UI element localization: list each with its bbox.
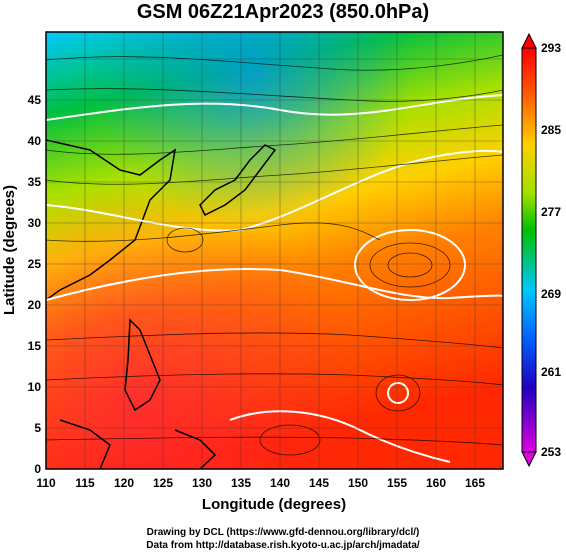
y-tick-label: 0: [34, 462, 41, 476]
x-tick-label: 110: [36, 476, 56, 490]
y-tick-label: 25: [28, 257, 42, 271]
grid-lines: [46, 32, 503, 469]
y-axis-title: Latitude (degrees): [1, 185, 18, 315]
colorbar: 293 285 277 269 261 253: [521, 32, 561, 468]
x-tick-label: 160: [426, 476, 446, 490]
y-tick-labels: 0 5 10 15 20 25 30 35 40 45: [28, 93, 42, 476]
y-tick-label: 30: [28, 216, 42, 230]
y-tick-label: 5: [34, 421, 41, 435]
colorbar-label: 253: [541, 445, 561, 459]
colorbar-label: 261: [541, 365, 561, 379]
x-tick-label: 115: [75, 476, 95, 490]
colorbar-bottom-arrow: [521, 451, 537, 468]
x-tick-label: 145: [309, 476, 329, 490]
coastlines: [46, 139, 277, 469]
map-title: GSM 06Z21Apr2023 (850.0hPa): [136, 1, 430, 23]
y-tick-label: 45: [28, 93, 42, 107]
colorbar-label: 293: [541, 41, 561, 55]
y-tick-label: 40: [28, 134, 42, 148]
colorbar-label: 285: [541, 123, 561, 137]
x-axis-title: Longitude (degrees): [202, 496, 346, 513]
colorbar-scale: [521, 47, 537, 453]
credits: Drawing by DCL (https://www.gfd-dennou.o…: [0, 526, 566, 552]
colorbar-top-arrow: [521, 32, 537, 49]
x-tick-label: 120: [114, 476, 134, 490]
x-tick-label: 125: [153, 476, 173, 490]
x-tick-label: 140: [270, 476, 290, 490]
x-tick-label: 150: [348, 476, 368, 490]
y-tick-label: 20: [28, 298, 42, 312]
y-tick-label: 15: [28, 339, 42, 353]
credit-drawing: Drawing by DCL (https://www.gfd-dennou.o…: [146, 527, 420, 538]
x-tick-labels: 110 115 120 125 130 135 140 145 150 155 …: [36, 476, 485, 490]
x-tick-label: 165: [465, 476, 485, 490]
y-tick-label: 35: [28, 175, 42, 189]
plot-frame: [45, 31, 504, 470]
y-tick-label: 10: [28, 380, 42, 394]
x-tick-label: 155: [387, 476, 407, 490]
colorbar-label: 277: [541, 205, 561, 219]
x-tick-label: 135: [231, 476, 251, 490]
colorbar-label: 269: [541, 287, 561, 301]
x-tick-label: 130: [192, 476, 212, 490]
credit-data: Data from http://database.rish.kyoto-u.a…: [146, 540, 420, 551]
temperature-field: [46, 32, 503, 469]
